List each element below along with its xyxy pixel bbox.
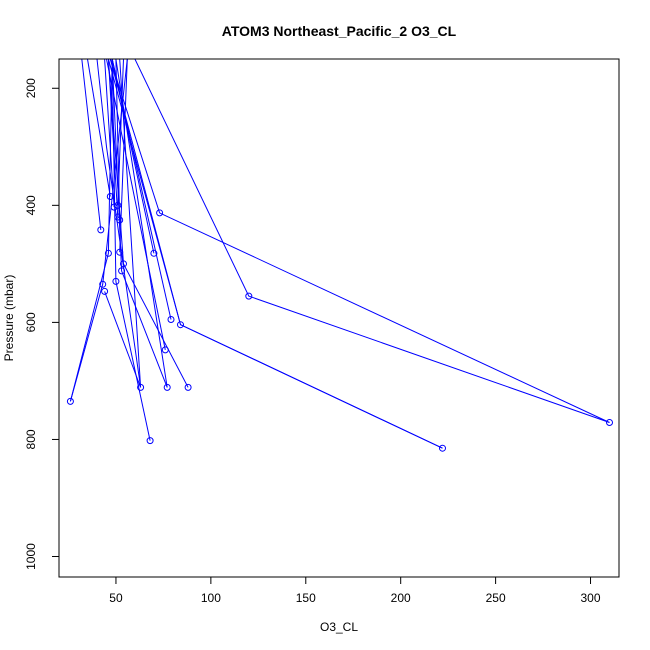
y-tick-label-600: 600 <box>24 312 38 332</box>
series-line-21 <box>115 59 168 388</box>
y-tick-label-1000: 1000 <box>24 543 38 570</box>
x-tick-label-200: 200 <box>391 591 411 605</box>
series-line-17 <box>109 59 443 449</box>
y-tick-label-200: 200 <box>24 78 38 98</box>
y-axis-label: Pressure (mbar) <box>2 275 16 362</box>
series-line-20 <box>119 59 142 388</box>
data-point-9 <box>150 249 158 257</box>
points-group <box>66 193 613 452</box>
series-line-7 <box>119 59 128 253</box>
series-line-19 <box>106 59 166 350</box>
data-point-24 <box>146 437 154 445</box>
data-point-10 <box>120 260 127 268</box>
x-tick-label-100: 100 <box>201 591 221 605</box>
data-point-7 <box>116 248 124 256</box>
series-line-8 <box>69 59 113 402</box>
data-point-3 <box>156 209 164 217</box>
series-line-0 <box>87 59 111 197</box>
data-point-17 <box>177 321 184 329</box>
data-point-1 <box>110 203 118 211</box>
y-tick-label-400: 400 <box>24 195 38 215</box>
data-point-15 <box>245 292 253 300</box>
series-line-14 <box>104 291 142 388</box>
series-line-6 <box>81 59 102 230</box>
x-tick-label-50: 50 <box>109 591 123 605</box>
data-point-18 <box>161 346 169 354</box>
series-line-5 <box>115 59 121 221</box>
x-tick-label-300: 300 <box>581 591 601 605</box>
series-group <box>69 59 610 449</box>
data-point-12 <box>112 277 120 285</box>
y-axis: 200 400 600 800 1000 <box>24 78 60 570</box>
data-point-11 <box>118 267 126 275</box>
x-axis-label: O3_CL <box>320 620 358 634</box>
data-point-8 <box>104 249 112 257</box>
data-point-20 <box>163 383 171 391</box>
series-line-13 <box>69 59 128 402</box>
y-tick-label-800: 800 <box>24 429 38 449</box>
data-point-2 <box>114 201 122 209</box>
data-point-6 <box>97 226 105 234</box>
data-point-19 <box>137 383 145 391</box>
series-line-3 <box>109 59 610 423</box>
data-point-23 <box>606 419 613 426</box>
series-line-22 <box>96 59 142 388</box>
series-line-15 <box>134 59 610 423</box>
data-point-22 <box>66 397 74 405</box>
data-point-0 <box>106 193 114 200</box>
series-line-12 <box>111 59 151 441</box>
data-point-21 <box>184 383 192 391</box>
data-point-25 <box>439 444 446 452</box>
x-tick-label-250: 250 <box>486 591 506 605</box>
data-point-14 <box>101 287 109 295</box>
data-point-13 <box>99 280 107 288</box>
data-point-16 <box>167 316 175 323</box>
chart-title: ATOM3 Northeast_Pacific_2 O3_CL <box>222 23 457 39</box>
series-line-11 <box>111 59 168 388</box>
series-line-1 <box>104 59 115 208</box>
series-line-18 <box>107 59 443 449</box>
x-tick-label-150: 150 <box>296 591 316 605</box>
data-point-5 <box>116 216 124 224</box>
x-axis: 50 100 150 200 250 300 <box>109 576 601 605</box>
plot-frame <box>58 58 620 578</box>
